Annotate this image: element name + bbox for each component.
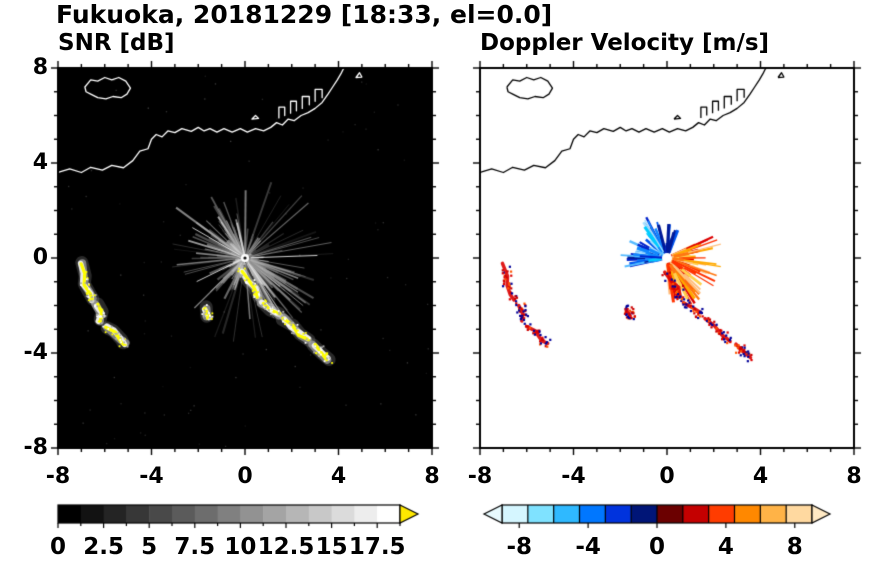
snr-axes-canvas: [43, 53, 447, 463]
doppler-x-tick-label: 0: [659, 464, 675, 489]
doppler-x-tick-label: -4: [561, 464, 586, 489]
doppler-axes-canvas: [465, 53, 869, 463]
snr-x-tick-label: -4: [139, 464, 164, 489]
snr-colorbar-label: 2.5: [83, 534, 124, 560]
doppler-colorbar-label: 0: [648, 534, 666, 560]
doppler-colorbar-label: 4: [717, 534, 734, 560]
snr-colorbar-label: 5: [141, 534, 158, 560]
snr-y-tick-label: 4: [32, 150, 48, 175]
snr-y-tick-label: 0: [32, 245, 48, 270]
snr-colorbar-label: 10: [224, 534, 257, 560]
snr-panel-title: SNR [dB]: [58, 30, 175, 56]
snr-x-tick-label: 4: [330, 464, 347, 489]
snr-y-tick-label: -4: [23, 340, 48, 365]
snr-colorbar-label: 0: [49, 534, 67, 560]
snr-colorbar-label: 17.5: [348, 534, 406, 560]
snr-y-tick-label: -8: [23, 435, 48, 460]
snr-colorbar-label: 7.5: [174, 534, 216, 560]
doppler-colorbar-label: -8: [506, 534, 532, 560]
snr-colorbar-label: 15: [315, 534, 348, 560]
snr-x-tick-label: 0: [237, 464, 253, 489]
doppler-x-tick-label: 4: [752, 464, 769, 489]
doppler-colorbar-canvas: [482, 503, 834, 529]
doppler-colorbar-label: 8: [786, 534, 803, 560]
doppler-x-tick-label: 8: [846, 464, 862, 489]
doppler-x-tick-label: -8: [467, 464, 493, 489]
snr-y-tick-label: 8: [32, 55, 48, 80]
snr-x-tick-label: -8: [45, 464, 71, 489]
doppler-panel-title: Doppler Velocity [m/s]: [480, 30, 770, 56]
figure-title: Fukuoka, 20181229 [18:33, el=0.0]: [56, 0, 553, 29]
snr-colorbar-canvas: [56, 503, 426, 529]
snr-x-tick-label: 8: [424, 464, 440, 489]
doppler-colorbar-label: -4: [575, 534, 601, 560]
snr-colorbar-label: 12.5: [257, 534, 315, 560]
